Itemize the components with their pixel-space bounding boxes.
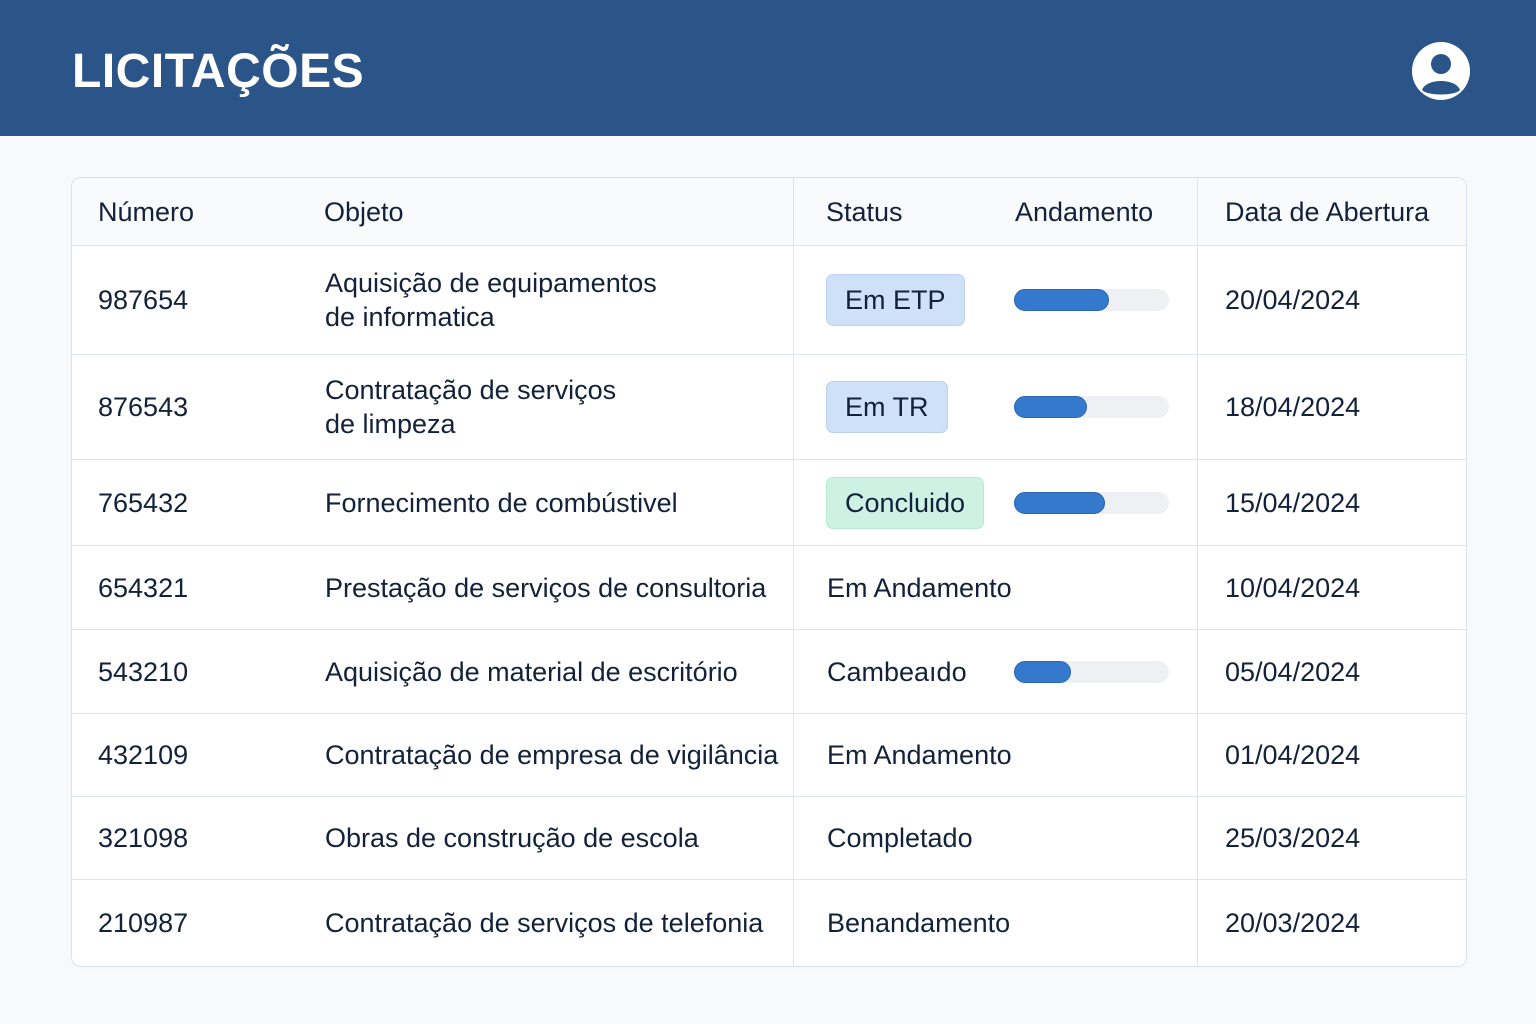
column-header-data[interactable]: Data de Abertura: [1225, 196, 1430, 227]
table-row[interactable]: 543210 Aquisição de material de escritóri…: [72, 630, 1466, 714]
column-header-numero[interactable]: Número: [98, 196, 195, 227]
objeto-cell: Contratação de serviços de telefonia: [325, 906, 763, 940]
numero-cell: 876543: [98, 392, 189, 422]
data-abertura-cell: 05/04/2024: [1225, 656, 1361, 687]
table-row[interactable]: 987654 Aquisição de equipamentos de inform…: [72, 246, 1466, 355]
status-text: Completado: [827, 823, 973, 853]
page-title: LICITAÇÕES: [72, 45, 365, 98]
progress-bar: [1014, 491, 1169, 514]
objeto-line: Aquisição de equipamentos: [325, 268, 657, 298]
progress-fill: [1014, 396, 1087, 418]
table-row[interactable]: 876543 Contratação de serviços de limpeza E…: [72, 355, 1466, 460]
column-header-andamento[interactable]: Andamento: [1015, 196, 1154, 227]
table-row[interactable]: 654321 Prestação de serviços de consultor…: [72, 546, 1466, 630]
table-row[interactable]: 210987 Contratação de serviços de telefon…: [72, 880, 1466, 966]
objeto-cell: Aquisição de equipamentos de informatica: [325, 266, 657, 334]
objeto-line: Contratação de serviços: [325, 375, 617, 405]
numero-cell: 210987: [98, 908, 189, 938]
objeto-line: de informatica: [325, 302, 495, 332]
status-text: Em Andamento: [827, 740, 1012, 770]
numero-cell: 321098: [98, 823, 189, 853]
data-abertura-cell: 01/04/2024: [1225, 740, 1361, 770]
table-row[interactable]: 321098 Obras de construção de escola Compl…: [72, 797, 1466, 880]
objeto-cell: Aquisição de material de escritório: [325, 655, 738, 689]
objeto-line: de limpeza: [325, 409, 456, 439]
table-header: Número Objeto Status Andamento Data de A…: [72, 178, 1466, 246]
objeto-cell: Contratação de empresa de vigilância: [325, 738, 778, 772]
numero-cell: 543210: [98, 656, 189, 687]
numero-cell: 654321: [98, 572, 189, 603]
objeto-cell: Prestação de serviços de consultoria: [325, 571, 766, 605]
table-row[interactable]: 432109 Contratação de empresa de vigilânc…: [72, 714, 1466, 797]
objeto-line: Prestação de serviços de consultoria: [325, 572, 767, 603]
data-abertura-cell: 20/04/2024: [1225, 285, 1361, 315]
objeto-cell: Fornecimento de combústivel: [325, 486, 678, 520]
table-row[interactable]: 765432 Fornecimento de combústivel Conclui…: [72, 460, 1466, 546]
app-header: LICITAÇÕES: [0, 0, 1536, 136]
data-abertura-cell: 15/04/2024: [1225, 487, 1361, 518]
status-badge: Concluido: [826, 476, 985, 529]
objeto-line: Fornecimento de combústivel: [325, 487, 678, 518]
objeto-cell: Obras de construção de escola: [325, 821, 699, 855]
objeto-cell: Contratação de serviços de limpeza: [325, 373, 616, 441]
column-header-objeto[interactable]: Objeto: [324, 196, 404, 227]
column-divider: [793, 178, 794, 966]
objeto-line: Obras de construção de escola: [325, 823, 699, 853]
data-abertura-cell: 18/04/2024: [1225, 392, 1361, 422]
objeto-line: Contratação de empresa de vigilância: [325, 740, 779, 770]
progress-fill: [1014, 660, 1072, 683]
column-header-status[interactable]: Status: [826, 196, 903, 227]
licitacoes-table: Número Objeto Status Andamento Data de A…: [71, 177, 1467, 967]
progress-bar: [1014, 396, 1169, 418]
progress-fill: [1014, 491, 1106, 514]
status-text: Benandamento: [827, 908, 1011, 938]
status-text: Em Andamento: [827, 572, 1012, 603]
column-divider: [1197, 178, 1198, 966]
numero-cell: 432109: [98, 740, 189, 770]
progress-fill: [1014, 289, 1109, 311]
objeto-line: Aquisição de material de escritório: [325, 656, 738, 687]
numero-cell: 765432: [98, 487, 189, 518]
objeto-line: Contratação de serviços de telefonia: [325, 908, 764, 938]
status-text: Cambeaıdo: [827, 656, 967, 687]
progress-bar: [1014, 660, 1169, 683]
data-abertura-cell: 25/03/2024: [1225, 823, 1361, 853]
user-circle-icon[interactable]: [1411, 41, 1471, 101]
data-abertura-cell: 10/04/2024: [1225, 572, 1361, 603]
status-badge: Em TR: [826, 381, 948, 433]
data-abertura-cell: 20/03/2024: [1225, 908, 1361, 938]
status-badge: Em ETP: [826, 274, 965, 326]
numero-cell: 987654: [98, 285, 189, 315]
progress-bar: [1014, 289, 1169, 311]
